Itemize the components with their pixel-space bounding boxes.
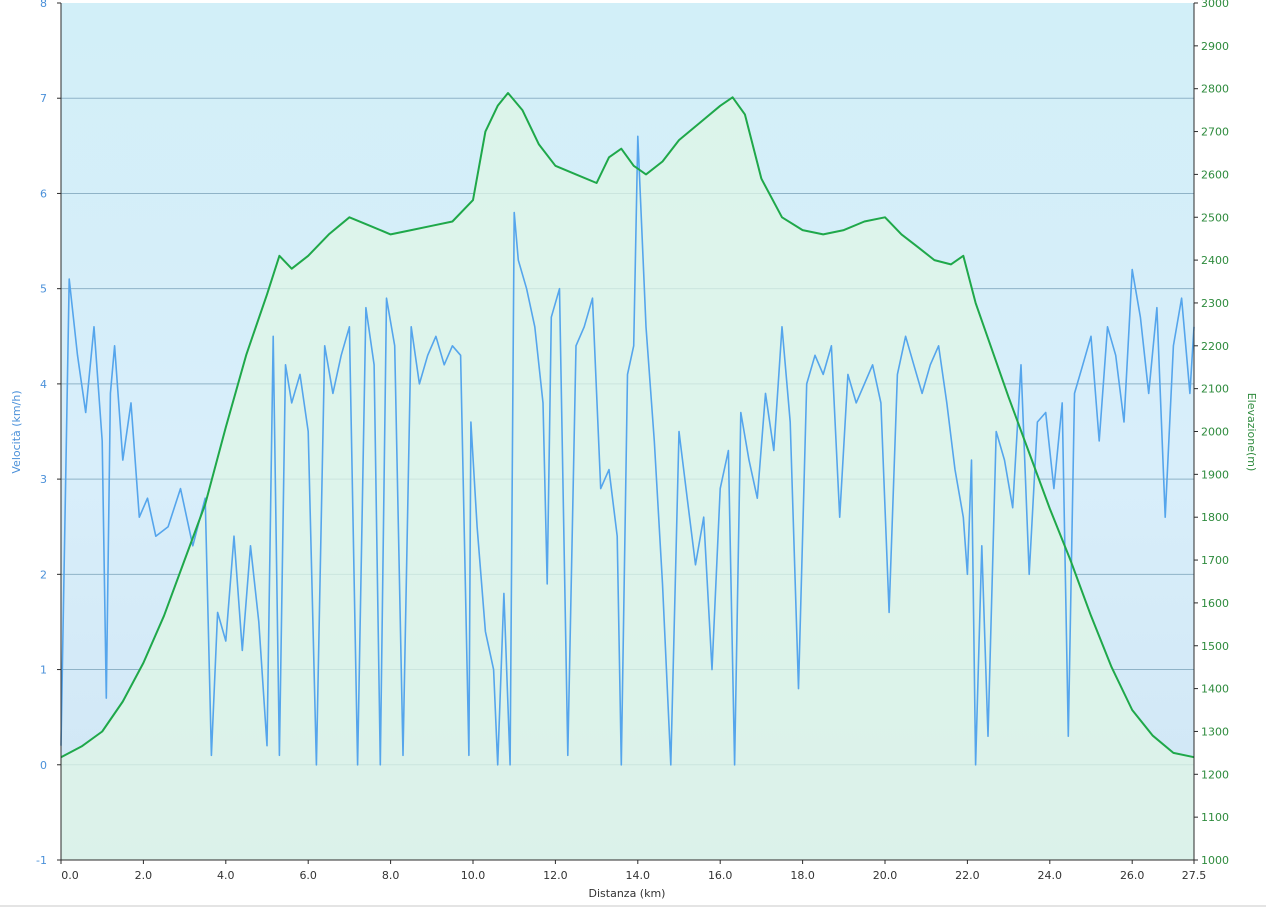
x-tick-label: 20.0 [873,869,898,882]
x-tick-label: 4.0 [217,869,235,882]
y-right-tick-label: 2600 [1201,168,1229,181]
y-right-tick-label: 2000 [1201,426,1229,439]
y-right-tick-label: 1400 [1201,683,1229,696]
y-right-tick-label: 1800 [1201,511,1229,524]
y-right-tick-label: 2900 [1201,40,1229,53]
y-right-tick-label: 2400 [1201,254,1229,267]
x-tick-label: 12.0 [543,869,568,882]
x-tick-label: 24.0 [1038,869,1063,882]
y-right-tick-label: 1600 [1201,597,1229,610]
y-left-tick-label: 4 [40,378,47,391]
y-left-tick-label: -1 [36,854,47,867]
y-right-tick-label: 2800 [1201,83,1229,96]
y-right-tick-label: 2500 [1201,211,1229,224]
y-right-tick-label: 3000 [1201,0,1229,10]
y-left-tick-label: 8 [40,0,47,10]
ticks-layer: -1 0 1 2 3 4 5 6 7 8 1000 1100 1200 1300 1400 1500 1600 1… [36,0,1229,882]
x-tick-label: 2.0 [135,869,153,882]
y-left-tick-label: 7 [40,92,47,105]
y-left-tick-label: 2 [40,568,47,581]
x-tick-label: 8.0 [382,869,400,882]
y-left-axis-title: Velocità (km/h) [10,390,23,473]
y-right-tick-label: 2200 [1201,340,1229,353]
x-tick-label: 18.0 [790,869,815,882]
y-right-tick-label: 1900 [1201,468,1229,481]
x-tick-label: 27.5 [1182,869,1207,882]
y-right-tick-label: 1200 [1201,768,1229,781]
y-right-tick-label: 2100 [1201,383,1229,396]
y-left-tick-label: 0 [40,759,47,772]
y-right-tick-label: 1100 [1201,811,1229,824]
x-tick-label: 22.0 [955,869,980,882]
x-tick-label: 26.0 [1120,869,1145,882]
y-left-tick-label: 5 [40,283,47,296]
series-line-velocita [60,135,1195,766]
y-right-tick-label: 2300 [1201,297,1229,310]
y-left-tick-label: 3 [40,473,47,486]
elevation-area-fill [61,93,1194,860]
series-line-elevazione [60,92,1195,759]
x-tick-label: 16.0 [708,869,733,882]
y-left-tick-label: 1 [40,664,47,677]
y-right-tick-label: 1700 [1201,554,1229,567]
y-right-tick-label: 1000 [1201,854,1229,867]
x-tick-label: 6.0 [299,869,317,882]
x-tick-label: 10.0 [461,869,486,882]
y-right-axis-title: Elevazione(m) [1245,393,1258,472]
y-right-tick-label: 1500 [1201,640,1229,653]
y-right-tick-label: 2700 [1201,126,1229,139]
y-right-tick-label: 1300 [1201,725,1229,738]
x-axis-title: Distanza (km) [589,887,666,900]
y-left-tick-label: 6 [40,187,47,200]
x-tick-label: 0.0 [61,869,79,882]
x-tick-label: 14.0 [626,869,651,882]
